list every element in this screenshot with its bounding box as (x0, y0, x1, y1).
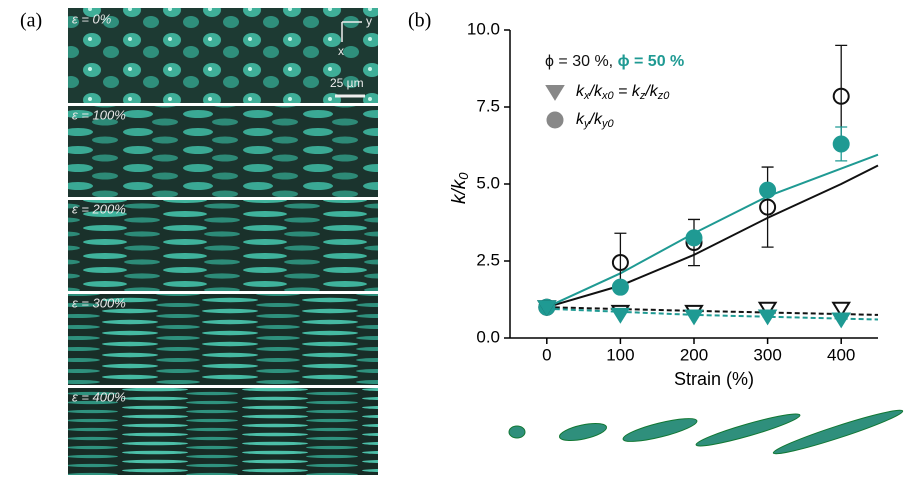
marker (611, 254, 629, 272)
x-tick-label: 0 (542, 345, 551, 364)
panel-label: (b) (408, 10, 431, 32)
legend-header-part: ϕ = 30 %, (545, 53, 618, 70)
strain-label: ε = 300% (72, 295, 126, 310)
fiber (558, 423, 608, 441)
panel-label: (a) (20, 10, 42, 32)
x-tick-label: 100 (606, 345, 634, 364)
fiber (508, 425, 526, 439)
scale-bar-label: 25 µm (330, 76, 364, 90)
marker (545, 85, 565, 101)
error-bar (761, 166, 774, 248)
fit-line (546, 153, 879, 309)
legend-entry: ky/ky0 (576, 111, 614, 130)
y-label-part: k/k (449, 178, 470, 204)
legend-part: k (576, 83, 585, 100)
y-tick-label: 10.0 (467, 19, 500, 38)
x-tick-label: 300 (753, 345, 781, 364)
fiber (622, 418, 698, 442)
legend-sub: z0 (657, 90, 671, 102)
legend-sub: x (583, 90, 590, 102)
legend-entry: kx/kx0 = kz/kz0 (576, 83, 670, 102)
marker (759, 198, 777, 216)
legend-part: /k (589, 83, 603, 100)
marker (759, 181, 777, 199)
marker (537, 300, 557, 317)
y-tick-label: 0.0 (476, 327, 500, 346)
legend-part: /k (644, 83, 658, 100)
strain-label: ε = 0% (72, 11, 111, 26)
micrograph (68, 106, 378, 197)
fiber (695, 413, 801, 447)
micrographs: ε = 0% ε = 100% ε = 200% ε = 300% ε = 40… (68, 8, 378, 475)
legend-sub: y (583, 118, 591, 130)
fit-line (546, 164, 879, 309)
axis-letter: x (338, 44, 344, 58)
legend-part: = k (614, 83, 641, 100)
strain-label: ε = 200% (72, 201, 126, 216)
marker (831, 312, 851, 329)
marker (832, 87, 850, 105)
strain-label: ε = 400% (72, 389, 126, 404)
micrograph (68, 8, 378, 103)
strain-label: ε = 100% (72, 107, 126, 122)
x-tick-label: 400 (827, 345, 855, 364)
y-tick-label: 2.5 (476, 250, 500, 269)
marker (757, 309, 778, 326)
fibers (508, 409, 904, 455)
y-label-sub: 0 (456, 172, 471, 180)
x-tick-label: 200 (680, 345, 708, 364)
legend-part: k (576, 111, 585, 128)
x-axis-label: Strain (%) (674, 369, 754, 389)
micrograph (68, 294, 378, 385)
marker (610, 307, 631, 324)
y-tick-label: 5.0 (476, 173, 500, 192)
legend-part: /k (589, 111, 603, 128)
marker (685, 229, 703, 247)
legend-sub: y0 (601, 118, 615, 130)
legend-sub: z (639, 90, 646, 102)
marker (684, 309, 704, 326)
marker (831, 301, 851, 318)
legend-header-part: ϕ = 50 % (618, 53, 685, 70)
y-axis-label: k/k0 (449, 172, 471, 204)
micrograph (68, 200, 378, 291)
axis-letter: y (366, 14, 372, 28)
marker (832, 135, 850, 153)
marker (757, 301, 778, 318)
marker (611, 278, 629, 296)
axis-arrows (341, 21, 362, 42)
micrograph (68, 388, 378, 475)
y-tick-label: 7.5 (476, 96, 500, 115)
marker (546, 111, 564, 129)
fiber (772, 409, 904, 455)
legend-sub: x0 (601, 90, 615, 102)
legend-header: ϕ = 30 %, ϕ = 50 % (545, 53, 684, 70)
